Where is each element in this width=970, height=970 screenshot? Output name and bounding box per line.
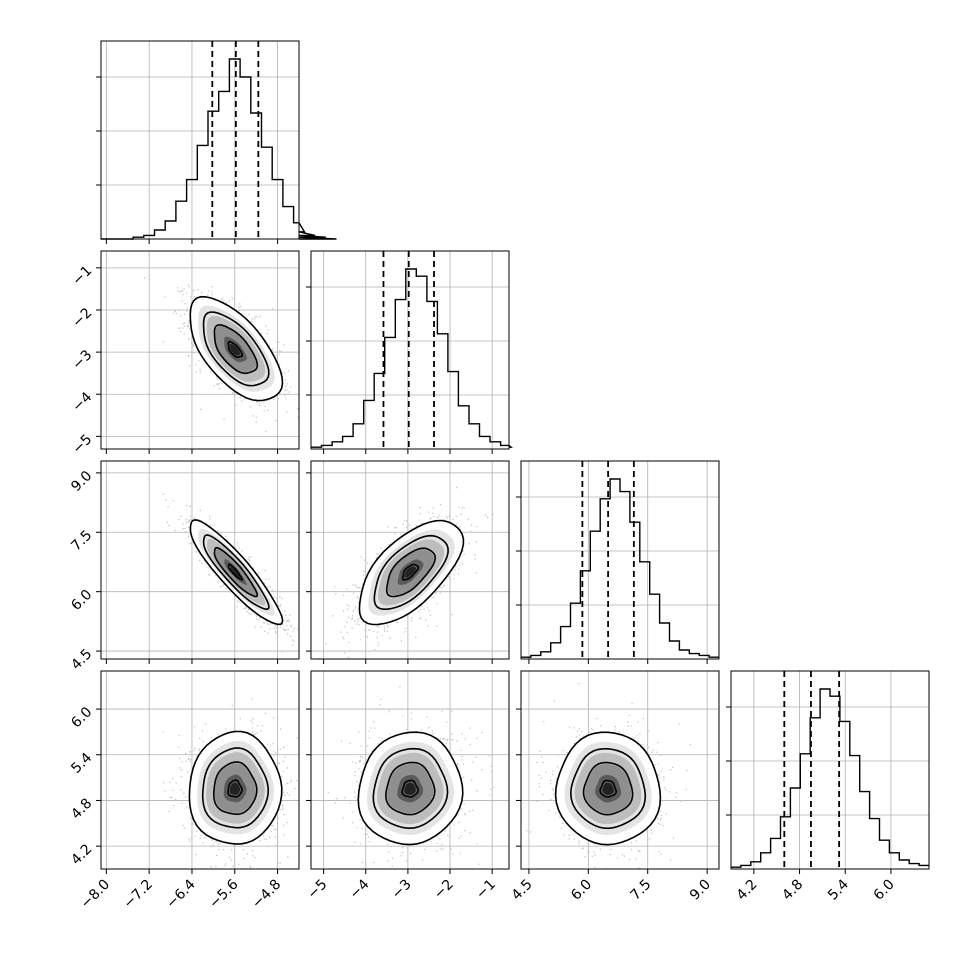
panel-frame xyxy=(100,670,300,870)
panel-frame xyxy=(310,670,510,870)
contour-line xyxy=(373,534,449,610)
y-tick-label: −2 xyxy=(69,305,95,331)
x-tick-label: 4.2 xyxy=(734,877,761,904)
contour-line xyxy=(213,761,258,816)
y-tick-label: 4.2 xyxy=(68,841,95,868)
panel-frame xyxy=(520,670,720,870)
y-tick-label: 6.0 xyxy=(68,704,95,731)
contour-line xyxy=(202,311,270,387)
x-tick-label: 7.5 xyxy=(627,877,654,904)
contour-line-outer xyxy=(554,731,662,846)
contour-line-outer xyxy=(358,519,465,626)
scatter-panel-1-0: −5 −4 −3 −2 −1 xyxy=(69,250,300,457)
x-tick-label: −7.2 xyxy=(121,877,156,912)
contour-line-outer xyxy=(189,519,284,626)
y-tick-label: −1 xyxy=(69,263,95,289)
x-tick-label: −6.4 xyxy=(163,876,198,911)
contour-line xyxy=(201,747,270,829)
contour-line-inner xyxy=(401,779,419,798)
x-tick-label: 6.0 xyxy=(568,877,595,904)
contour-line-inner xyxy=(227,340,244,359)
scatter-panel-3-0: 4.2 4.8 5.4 6.0 xyxy=(68,670,300,874)
x-tick-label: −2 xyxy=(431,877,457,903)
panel-frame xyxy=(310,460,510,660)
y-tick-label: 6.0 xyxy=(68,587,95,614)
x-tick-label: 5.4 xyxy=(825,876,852,903)
panel-frame xyxy=(100,40,300,240)
y-tick-label: 7.5 xyxy=(68,527,95,554)
scatter-points xyxy=(144,277,299,433)
contour-line-outer xyxy=(189,295,284,402)
histogram-steps xyxy=(101,58,337,240)
density-fill-core xyxy=(230,344,241,356)
hist-panel-2 xyxy=(516,460,720,664)
density-fill-core xyxy=(230,566,241,578)
x-tick-label: 6.0 xyxy=(871,877,898,904)
contour-line xyxy=(569,748,647,830)
contour-line xyxy=(213,546,259,598)
x-tick-label: −4 xyxy=(347,876,373,902)
hist-panel-0 xyxy=(96,40,337,244)
x-tick-label: −3 xyxy=(389,877,415,903)
x-tick-label: −5.6 xyxy=(206,876,241,911)
contour-line xyxy=(213,324,259,375)
x-tick-label: −1 xyxy=(473,877,499,903)
histogram-steps xyxy=(731,688,929,868)
contour-line-outer xyxy=(357,731,464,846)
density-fill-core xyxy=(602,782,614,795)
hist-panel-3 xyxy=(726,670,930,874)
panel-frame xyxy=(520,460,720,660)
y-tick-label: 4.8 xyxy=(68,796,95,823)
contour-line xyxy=(582,761,634,816)
panel-frame xyxy=(100,250,300,450)
contour-line xyxy=(372,747,449,830)
panel-frame xyxy=(730,670,930,870)
x-tick-label: −8.0 xyxy=(78,877,113,912)
panel-frame xyxy=(310,250,510,450)
x-tick-label: 4.5 xyxy=(509,877,536,904)
density-fill-core xyxy=(404,566,417,578)
y-tick-label: −3 xyxy=(69,347,95,373)
contour-line xyxy=(385,547,437,598)
y-tick-label: 4.5 xyxy=(68,646,95,673)
hist-panel-1 xyxy=(306,250,513,454)
x-tick-label: 9.0 xyxy=(687,877,714,904)
contour-line-inner xyxy=(401,563,420,581)
density-fill-core xyxy=(229,782,240,795)
density-fill-core xyxy=(404,782,416,795)
x-tick-label: −5 xyxy=(305,877,331,903)
y-tick-label: −5 xyxy=(69,431,95,457)
contour-line-inner xyxy=(599,779,618,798)
histogram-steps xyxy=(311,268,513,448)
contour-line-inner xyxy=(227,563,244,581)
panel-frame xyxy=(100,460,300,660)
x-tick-label: 4.8 xyxy=(779,877,806,904)
scatter-panel-2-0: 4.5 6.0 7.5 9.0 xyxy=(68,460,300,673)
scatter-panel-2-1 xyxy=(306,460,510,664)
x-tick-label: −4.8 xyxy=(249,877,284,912)
y-tick-label: 9.0 xyxy=(68,468,95,495)
histogram-steps xyxy=(521,478,719,658)
y-tick-label: 5.4 xyxy=(68,750,95,777)
contour-line-inner xyxy=(227,779,243,798)
contour-line xyxy=(385,761,436,816)
contour-line-outer xyxy=(188,730,283,845)
scatter-panel-3-2 xyxy=(516,670,720,874)
y-tick-label: −4 xyxy=(69,389,95,415)
contour-line xyxy=(202,534,270,611)
scatter-panel-3-1 xyxy=(306,670,510,874)
